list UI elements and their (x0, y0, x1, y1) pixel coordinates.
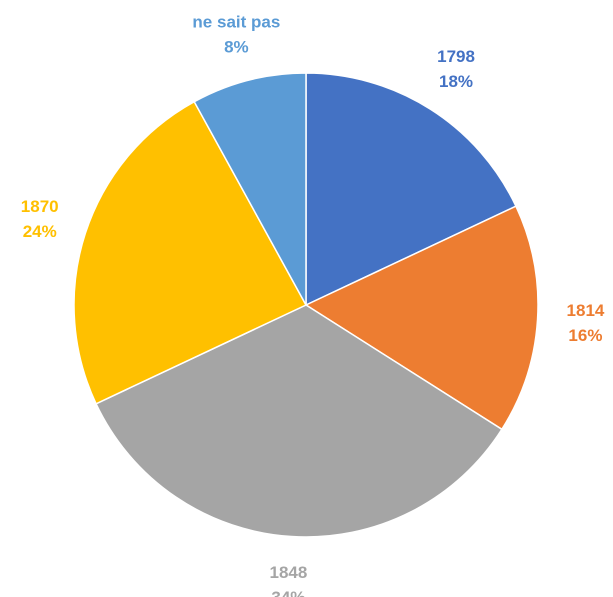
pie-slice (73, 100, 308, 405)
pie-slice (193, 72, 307, 306)
pie-slice (304, 205, 539, 431)
slice-value-label: 34% (271, 588, 305, 597)
slice-value-label: 8% (224, 37, 249, 56)
slice-category-label: ne sait pas (192, 12, 280, 31)
slice-value-label: 16% (568, 326, 602, 345)
slice-value-label: 18% (439, 72, 473, 91)
pie-slice (95, 304, 503, 538)
slice-category-label: 1848 (270, 563, 308, 582)
slice-category-label: 1870 (21, 197, 59, 216)
slice-category-label: 1814 (567, 301, 605, 320)
slice-value-label: 24% (23, 222, 57, 241)
pie-slice (305, 72, 517, 307)
slice-category-label: 1798 (437, 47, 475, 66)
